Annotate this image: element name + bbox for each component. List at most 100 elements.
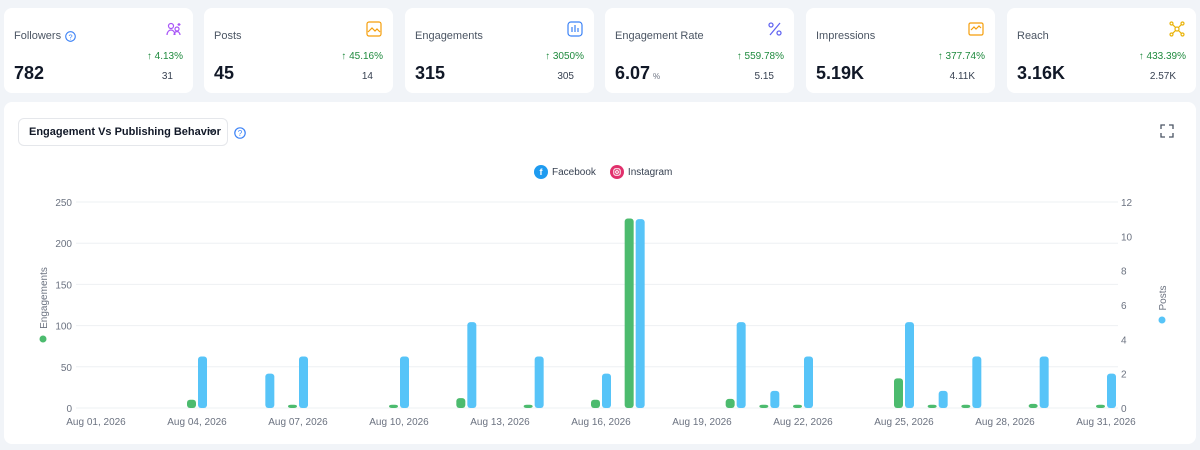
x-tick-label: Aug 01, 2026 [66,417,126,428]
posts-bar [972,356,982,408]
engagement-bar [456,398,466,408]
y2-axis-title: Posts [1158,285,1169,310]
posts-bar [905,322,914,408]
card-title: Followers [14,30,62,42]
card-previous: 5.15 [754,71,774,82]
followers-icon [165,20,183,38]
posts-bar [1039,356,1049,408]
engagement-bar [591,399,600,408]
card-title: Engagements [415,30,483,42]
instagram-icon [609,165,624,179]
legend-label: Instagram [627,166,673,178]
card-value: 6.07 [615,63,651,83]
svg-text:?: ? [69,32,73,41]
posts-bar [770,390,780,408]
x-tick-label: Aug 10, 2026 [369,417,429,428]
posts-bar [198,356,207,408]
posts-image-icon [365,20,383,38]
card-title: Posts [214,30,242,42]
percent-icon [766,20,784,38]
posts-bar [467,322,477,408]
engagements-chart-icon [566,20,584,38]
card-reach[interactable]: Reach 3.16K ↑ 433.39% 2.57K [1007,8,1196,93]
x-tick-label: Aug 31, 2026 [1076,417,1136,428]
x-tick-label: Aug 25, 2026 [874,417,934,428]
card-change: ↑ 4.13% [146,51,183,62]
y-tick-label: 150 [55,280,72,291]
card-impressions[interactable]: Impressions 5.19K ↑ 377.74% 4.11K [806,8,995,93]
engagement-bar [961,404,971,408]
y-tick-label: 200 [55,239,72,250]
x-tick-label: Aug 07, 2026 [268,417,328,428]
card-engagements[interactable]: Engagements 315 ↑ 3050% 305 [405,8,594,93]
x-tick-label: Aug 13, 2026 [470,417,530,428]
posts-bar [635,219,645,408]
posts-bar [400,356,409,408]
card-value: 3.16K [1017,63,1066,83]
y2-tick-label: 6 [1121,301,1127,312]
y2-tick-label: 2 [1121,370,1127,381]
posts-bar [938,390,948,408]
card-previous: 4.11K [949,71,975,82]
card-value: 782 [14,63,45,83]
card-previous: 305 [557,71,574,82]
chart-legend: f Facebook Instagram [534,165,672,179]
chevron-down-icon [207,126,217,136]
card-value: 45 [214,63,235,83]
card-change: ↑ 559.78% [736,51,784,62]
card-title: Reach [1017,30,1049,42]
y-tick-label: 50 [61,363,73,374]
dropdown-label: Engagement Vs Publishing Behavior [29,126,221,138]
posts-bar [299,356,308,408]
engagement-bar [927,404,937,408]
legend-item-instagram[interactable]: Instagram [609,165,673,179]
card-value-unit: % [653,72,661,81]
x-tick-label: Aug 16, 2026 [571,417,631,428]
y2-tick-label: 12 [1121,198,1133,209]
card-previous: 2.57K [1149,71,1176,82]
reach-icon [1168,20,1186,38]
y-axis-series-dot [39,335,47,343]
impressions-icon [967,20,985,38]
engagement-chart-panel: Engagement Vs Publishing Behavior ? f Fa… [4,102,1196,444]
engagement-bar [523,404,533,408]
card-title: Engagement Rate [615,30,704,42]
fullscreen-icon[interactable] [1160,124,1174,138]
x-tick-label: Aug 19, 2026 [672,417,732,428]
help-icon[interactable]: ? [234,126,246,139]
x-tick-label: Aug 22, 2026 [773,417,833,428]
engagement-bar [759,404,769,408]
legend-item-facebook[interactable]: f Facebook [534,165,596,179]
card-followers[interactable]: Followers ? 782 ↑ 4.13% 31 [4,8,193,93]
card-change: ↑ 433.39% [1138,51,1186,62]
x-tick-label: Aug 04, 2026 [167,417,227,428]
engagement-bar [894,378,903,408]
y-tick-label: 250 [55,198,72,209]
y-tick-label: 0 [66,404,72,415]
card-previous: 31 [161,71,173,82]
y2-tick-label: 0 [1121,404,1127,415]
y2-axis-series-dot [1158,316,1166,324]
card-previous: 14 [361,71,373,82]
card-posts[interactable]: Posts 45 ↑ 45.16% 14 [204,8,393,93]
card-engagement-rate[interactable]: Engagement Rate 6.07% ↑ 559.78% 5.15 [605,8,794,93]
engagement-bar [288,404,297,408]
card-change: ↑ 3050% [545,51,584,62]
y-axis-title: Engagements [39,267,50,329]
chart-type-dropdown[interactable]: Engagement Vs Publishing Behavior [18,118,228,146]
posts-bar [265,373,275,408]
engagement-bar [793,404,802,408]
help-icon[interactable]: ? [65,30,76,42]
card-change: ↑ 45.16% [341,51,383,62]
metric-cards: Followers ? 782 ↑ 4.13% 31 Posts 45 ↑ 45… [4,8,1196,93]
engagement-bar [1096,404,1105,408]
engagement-bar [725,398,735,408]
posts-bar [534,356,544,408]
posts-bar [736,322,746,408]
card-change: ↑ 377.74% [937,51,985,62]
y2-tick-label: 8 [1121,267,1127,278]
posts-bar [1107,373,1116,408]
facebook-icon: f [534,165,548,179]
y2-tick-label: 10 [1121,232,1133,243]
engagement-posts-chart: 0 50 100 150 200 250 0 2 4 6 8 10 12 Engagements Posts… [39,198,1169,428]
